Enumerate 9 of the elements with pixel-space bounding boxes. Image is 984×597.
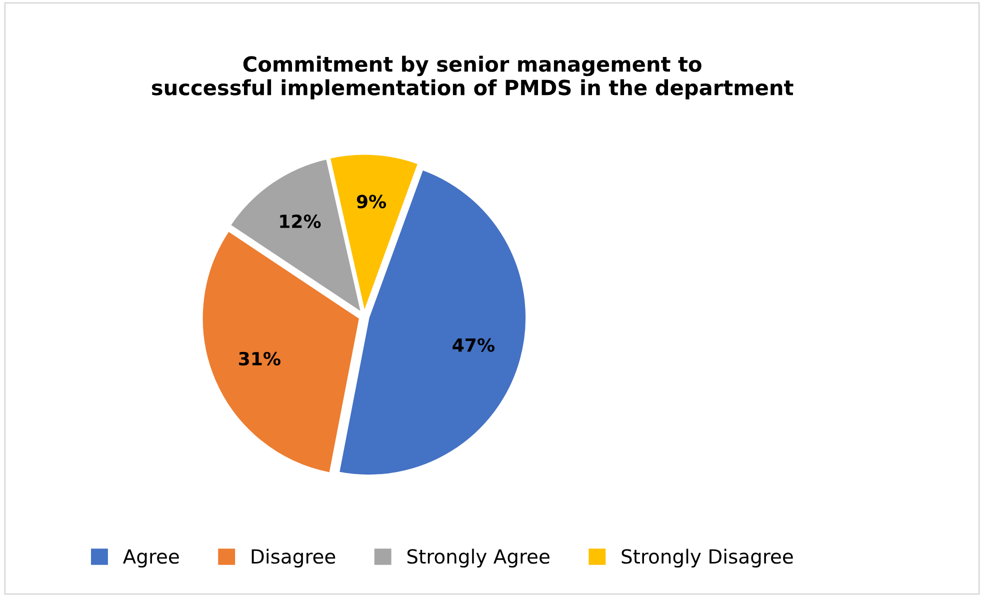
data-label: 47% [452,338,494,352]
data-label: 12% [280,214,321,228]
legend-label: Disagree [252,548,336,568]
data-label: 9% [356,194,386,208]
legend-label: Strongly Agree [407,548,550,568]
data-label: 31% [239,352,280,366]
chart-title: Commitment by senior management to successful implementation of PMDS in the department [152,56,794,100]
legend-label: Strongly Disagree [622,548,793,568]
legend-label: Agree [122,549,179,568]
